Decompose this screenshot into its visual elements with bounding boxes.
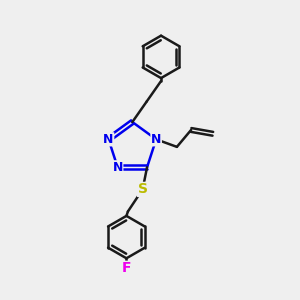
Text: N: N bbox=[103, 133, 114, 146]
Text: F: F bbox=[122, 261, 131, 275]
Text: N: N bbox=[112, 161, 123, 174]
Text: S: S bbox=[138, 182, 148, 197]
Text: N: N bbox=[151, 133, 161, 146]
